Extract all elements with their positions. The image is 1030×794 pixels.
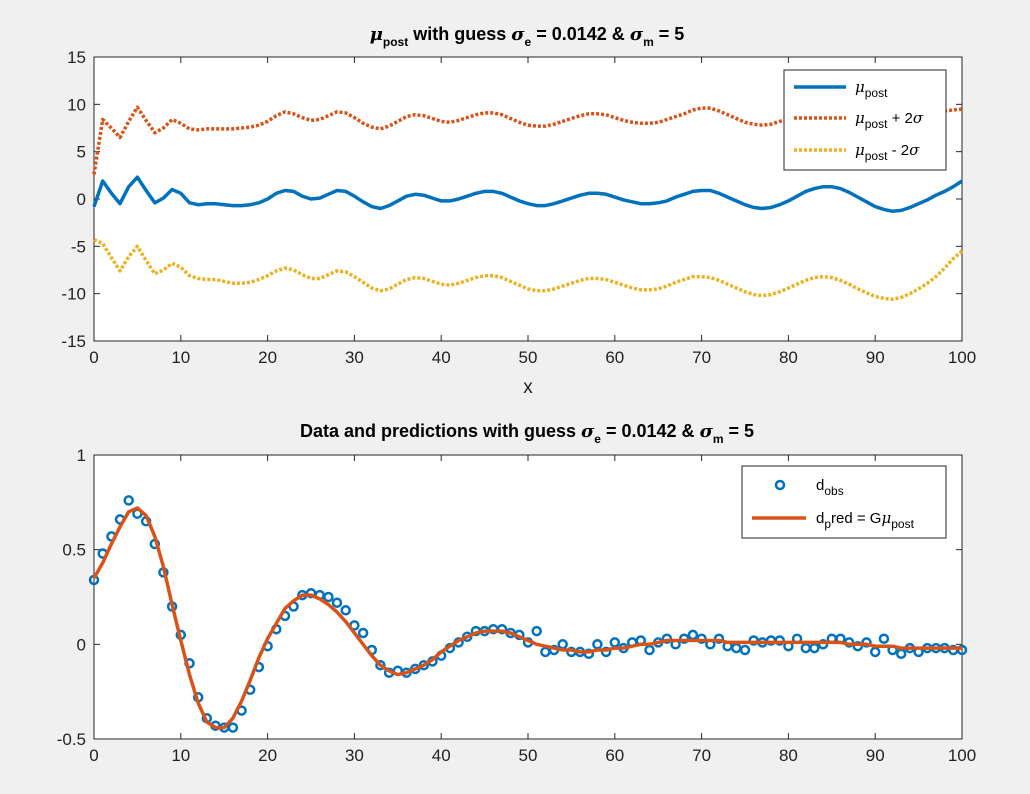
top-x-tick-label: 20 <box>258 348 277 367</box>
legend-dobs-marker <box>774 479 786 491</box>
bottom-x-tick-label: 80 <box>779 746 798 765</box>
legend-upper-label: μpost + 2σ <box>855 109 924 131</box>
top-x-axis-label: x <box>523 377 533 398</box>
top-x-tick-label: 70 <box>692 348 711 367</box>
dobs-point <box>774 635 785 646</box>
bottom-x-tick-label: 30 <box>345 746 364 765</box>
bottom-x-tick-label: 50 <box>519 746 538 765</box>
top-y-tick-label: -5 <box>71 237 86 256</box>
top-y-tick-label: 0 <box>77 190 86 209</box>
top-y-tick-label: -10 <box>61 285 86 304</box>
top-chart: μpost with guess σe = 0.0142 & σm = 5 0 1… <box>61 24 976 398</box>
dobs-point <box>817 639 829 650</box>
bottom-x-tick-label: 0 <box>89 746 98 765</box>
top-x-tick-label: 100 <box>948 348 976 367</box>
bottom-y-tick-label: 0 <box>77 635 86 654</box>
bottom-axis-ticks: 0 10 20 30 40 50 60 70 80 90 100-0.500.51 <box>57 446 976 765</box>
dobs-point <box>696 633 707 644</box>
dobs-point <box>496 623 508 635</box>
dobs-point <box>739 644 751 656</box>
bottom-series-layer <box>88 495 968 733</box>
legend-dobs-label: dobs <box>816 477 844 498</box>
bottom-x-tick-label: 70 <box>692 746 711 765</box>
dobs-point <box>852 640 864 652</box>
top-x-tick-label: 30 <box>345 348 364 367</box>
dobs-point <box>375 659 386 671</box>
top-series-lower-line <box>93 238 964 302</box>
bottom-chart-title: Data and predictions with guess σe = 0.0… <box>300 421 754 446</box>
top-x-tick-label: 80 <box>779 348 798 367</box>
bottom-x-tick-label: 40 <box>432 746 451 765</box>
legend-lower-label: μpost - 2σ <box>855 141 920 163</box>
top-axis-ticks: 0 10 20 30 40 50 60 70 80 90 100 -15 -10 -5 0 5 10 15 <box>61 48 976 367</box>
top-legend: μpost μpost + 2σ μpost - 2σ <box>783 69 947 171</box>
dobs-point <box>340 605 351 616</box>
top-x-tick-label: 40 <box>432 348 451 367</box>
bottom-y-tick-label: -0.5 <box>57 730 86 749</box>
dobs-point <box>531 625 542 637</box>
bottom-y-tick-label: 0.5 <box>62 541 86 560</box>
dobs-point <box>357 627 369 639</box>
bottom-chart: Data and predictions with guess σe = 0.0… <box>57 421 976 765</box>
bottom-legend: dobs dpred = Gμpost <box>741 465 947 539</box>
top-y-tick-label: 10 <box>67 95 86 114</box>
bottom-x-tick-label: 10 <box>171 746 190 765</box>
dobs-point <box>661 633 673 644</box>
top-chart-title: μpost with guess σe = 0.0142 & σm = 5 <box>370 24 685 49</box>
legend-dpred-label: dpred = Gμpost <box>816 509 915 531</box>
bottom-x-tick-label: 60 <box>605 746 624 765</box>
bottom-x-tick-label: 90 <box>866 746 885 765</box>
dobs-point <box>956 644 968 656</box>
dobs-point <box>331 597 343 608</box>
bottom-y-tick-label: 1 <box>77 446 86 465</box>
dobs-point <box>713 633 725 644</box>
dobs-point <box>583 648 595 660</box>
dobs-point <box>123 495 134 506</box>
top-y-tick-label: 15 <box>67 48 86 67</box>
top-x-tick-label: 10 <box>171 348 190 367</box>
bottom-x-tick-label: 100 <box>948 746 976 765</box>
dobs-point <box>600 646 612 658</box>
dobs-point <box>323 591 334 603</box>
dobs-point <box>227 722 239 733</box>
bottom-x-tick-label: 20 <box>258 746 277 765</box>
top-x-tick-label: 0 <box>89 348 98 367</box>
top-y-tick-label: 5 <box>77 143 86 162</box>
top-series-mu-line <box>92 175 963 214</box>
top-x-tick-label: 50 <box>519 348 538 367</box>
bottom-legend-box <box>741 465 947 539</box>
top-y-tick-label: -15 <box>61 332 86 351</box>
dobs-point <box>878 633 890 644</box>
legend-mu-post-label: μpost <box>855 78 888 100</box>
top-x-tick-label: 90 <box>866 348 885 367</box>
dobs-point <box>678 633 690 644</box>
dobs-point <box>861 637 872 648</box>
dpred-line <box>92 506 962 730</box>
top-x-tick-label: 60 <box>605 348 624 367</box>
